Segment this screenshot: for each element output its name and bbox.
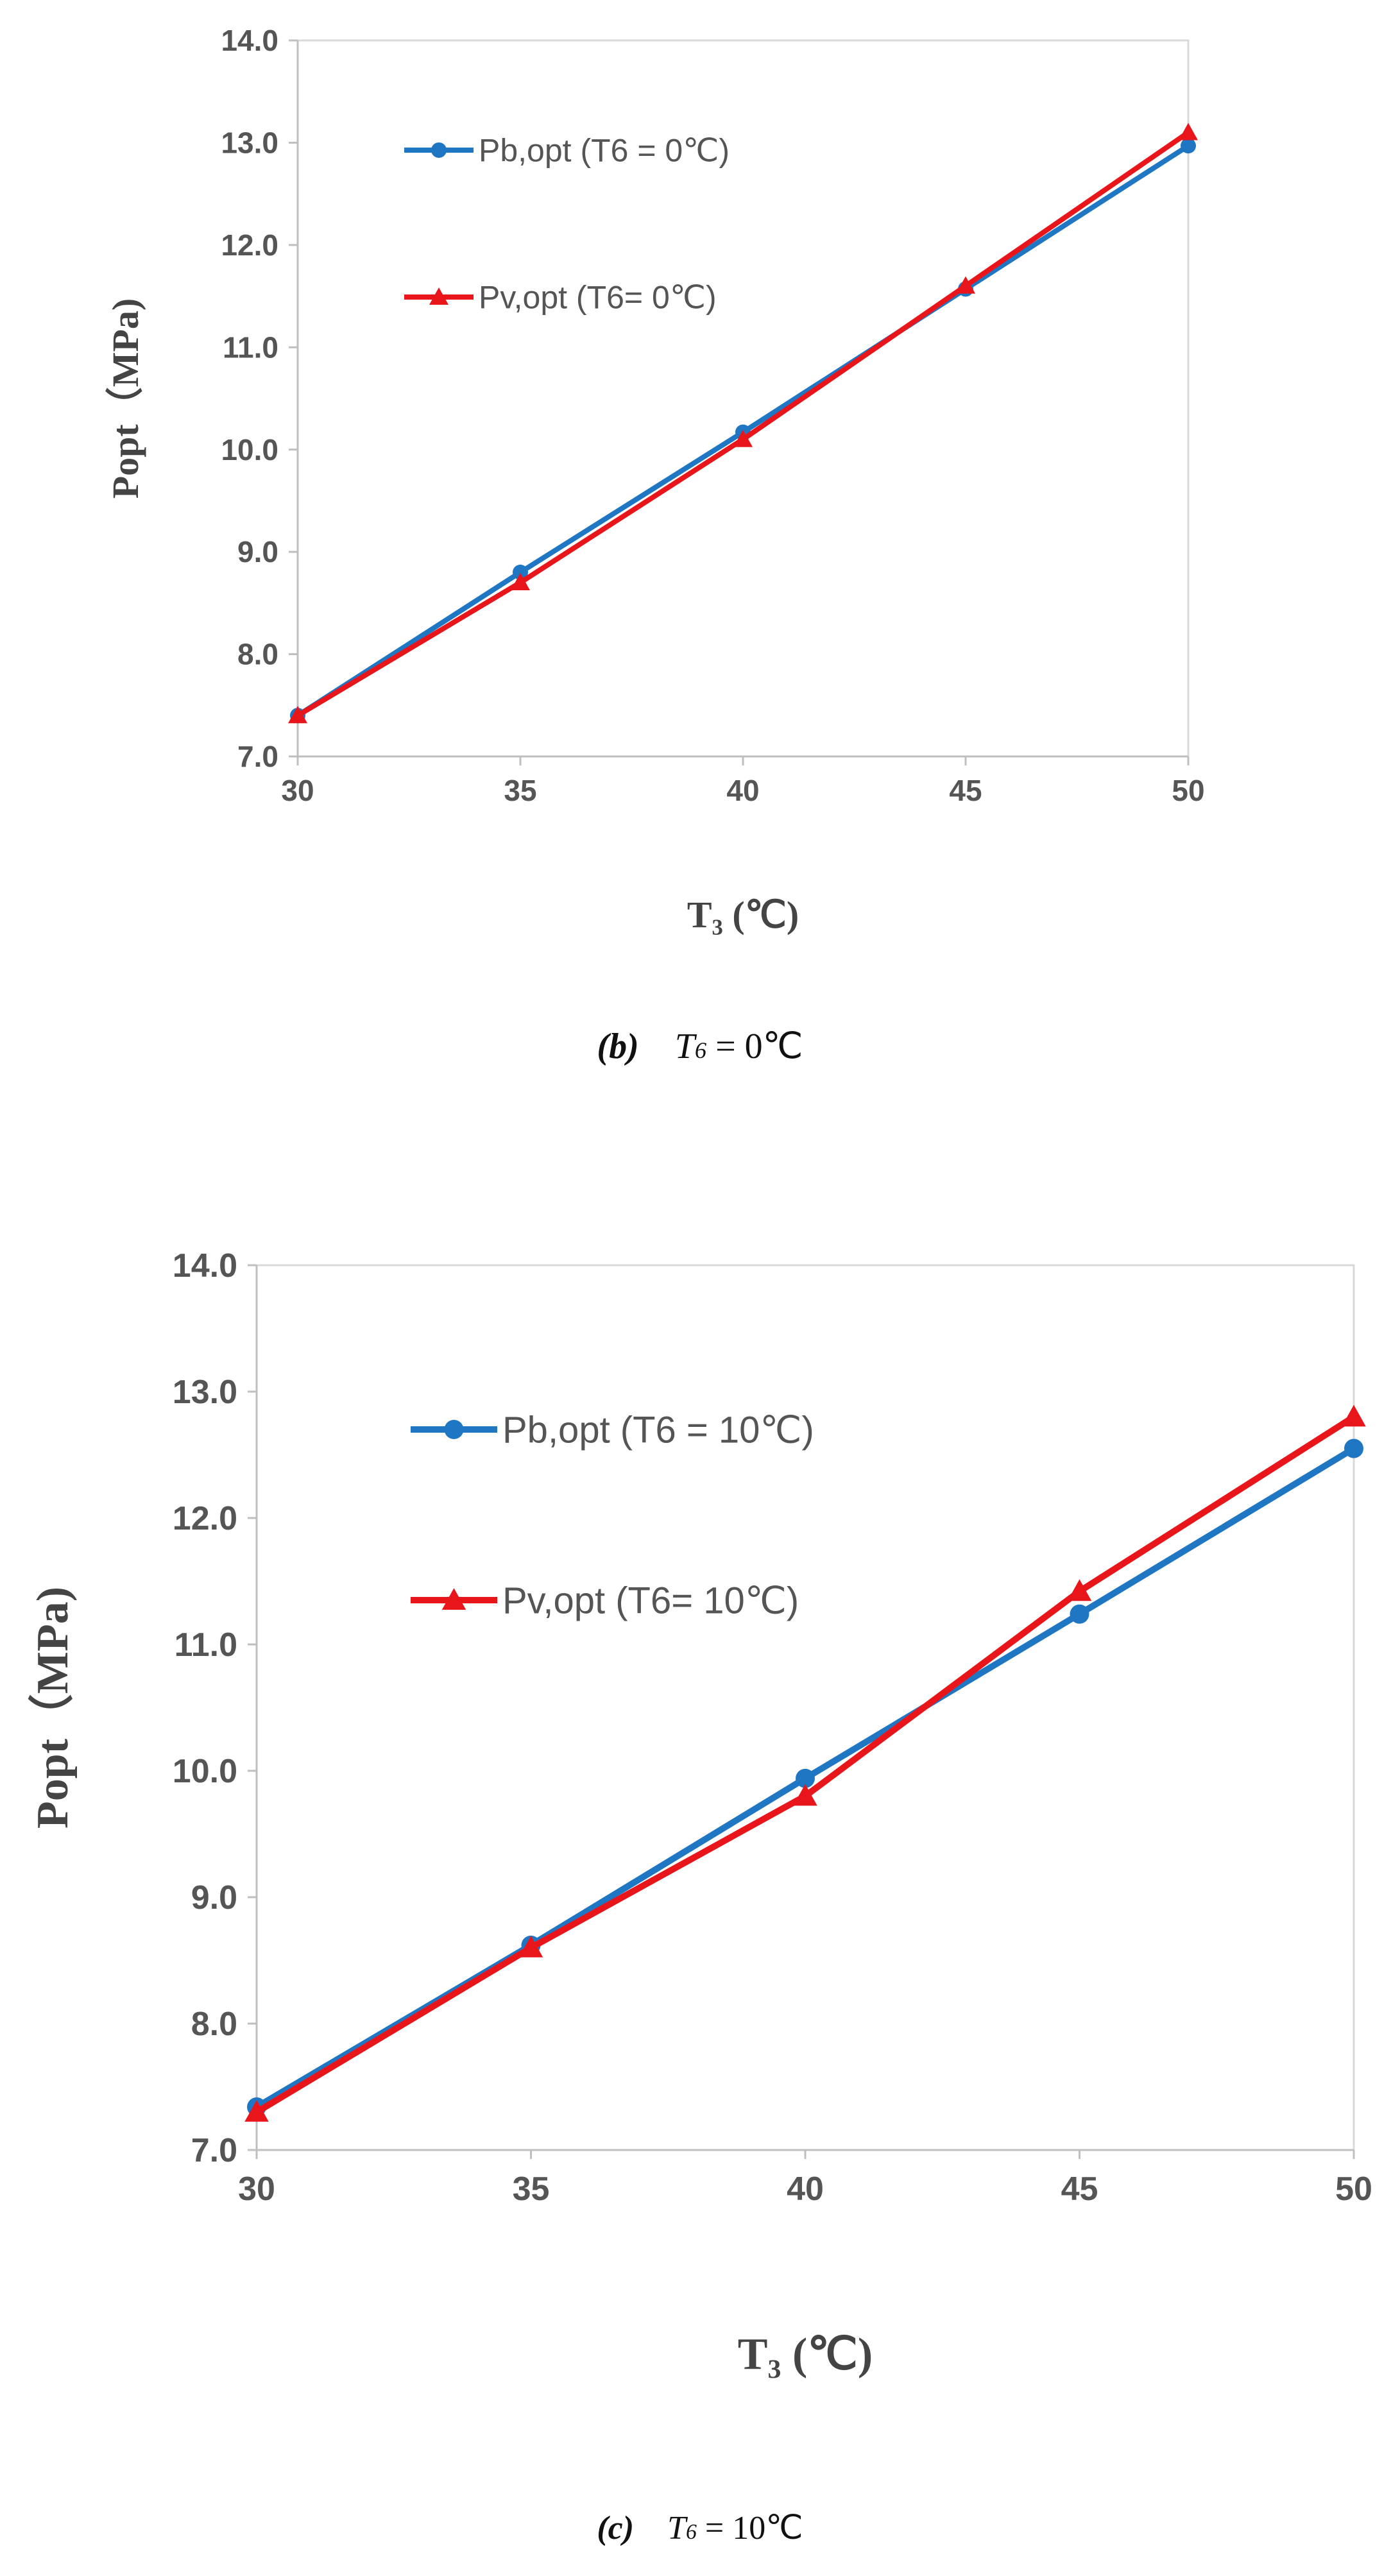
chart-c-y-tick-label: 11.0 [175,1626,237,1664]
chart-c-legend-1-marker [444,1420,464,1439]
chart-c-x-tick-label: 35 [513,2171,550,2208]
chart-b-plot: 7.0 8.0 9.0 10.0 11.0 12.0 13.0 14.0 30 35 40 45 50 T… [105,24,1205,935]
chart-b-series-1-point [513,565,528,581]
chart-c-legend-1-label: Pb,opt (T6 = 10℃) [502,1409,814,1451]
chart-b-x-tick-label: 30 [281,774,314,807]
chart-c-series-2-point [1342,1404,1366,1427]
chart-b-y-tick-label: 11.0 [223,330,278,364]
chart-c-series-1-point [1070,1604,1089,1624]
chart-c-y-tick-label: 12.0 [173,1500,237,1537]
chart-c-y-tick-label: 10.0 [173,1753,237,1790]
chart-c-y-tick-label: 13.0 [173,1374,237,1411]
caption-b-value: = 0℃ [706,1027,803,1066]
chart-b-y-tick-label: 13.0 [221,126,278,160]
chart-b-y-tick-label: 9.0 [237,535,278,568]
chart-b-series-2-point [956,276,975,294]
chart-b-x-tick-label: 45 [949,774,982,807]
chart-c-x-tick-label: 40 [787,2171,824,2208]
chart-c-series-2-point [1067,1579,1092,1601]
chart-b-y-axis-label: Popt（MPa) [105,298,146,499]
chart-b: 7.0 8.0 9.0 10.0 11.0 12.0 13.0 14.0 30 35 40 45 50 T… [0,0,1400,1001]
caption-c-tag: (c) [597,2510,635,2546]
chart-c-y-tick-label: 8.0 [191,2006,237,2043]
chart-b-y-tick-label: 8.0 [237,638,278,671]
chart-b-series-2-point [288,706,307,724]
chart-c-series-1-point [1344,1438,1363,1458]
chart-b-x-tick-label: 40 [726,774,759,807]
caption-b: (b) T6 = 0℃ [0,1025,1400,1067]
chart-c-plot: 7.0 8.0 9.0 10.0 11.0 12.0 13.0 14.0 30 35 40 45 50 T… [28,1247,1372,2379]
chart-b-legend-1-marker [431,142,447,158]
chart-c: 7.0 8.0 9.0 10.0 11.0 12.0 13.0 14.0 30 35 40 45 50 T… [0,1174,1400,2432]
chart-c-y-axis-label: Popt（MPa) [28,1587,78,1829]
chart-b-y-tick-label: 14.0 [221,24,278,57]
chart-b-legend-1-label: Pb,opt (T6 = 0℃) [479,133,730,169]
chart-b-legend-2-label: Pv,opt (T6= 0℃) [479,280,717,316]
chart-c-x-tick-label: 45 [1061,2171,1098,2208]
chart-c-plot-frame [255,1264,1355,2151]
chart-c-x-tick-label: 30 [238,2171,275,2208]
caption-c-equation: T6 [667,2510,697,2546]
chart-b-series-1-point [1181,138,1196,154]
chart-b-series-2-point [733,429,753,447]
chart-b-legend-2-marker [429,287,448,305]
chart-b-y-tick-label: 10.0 [221,433,278,466]
chart-c-legend-2-label: Pv,opt (T6= 10℃) [502,1580,799,1621]
chart-b-series-2-point [511,572,530,590]
chart-c-series-2-point [518,1936,543,1958]
chart-c-series-2-point [244,2100,269,2122]
caption-c: (c) T6 = 10℃ [0,2509,1400,2547]
caption-c-value: = 10℃ [696,2510,803,2546]
chart-c-y-tick-label: 14.0 [173,1247,237,1284]
chart-c-y-tick-label: 9.0 [191,1879,237,1916]
chart-c-y-tick-label: 7.0 [191,2132,237,2169]
chart-b-y-tick-label: 12.0 [221,228,278,262]
chart-c-legend-2-marker [441,1588,466,1610]
chart-b-x-tick-label: 35 [504,774,536,807]
chart-c-x-tick-label: 50 [1335,2171,1372,2208]
chart-b-x-axis-label: T₃ (℃) [687,894,799,935]
chart-b-x-tick-label: 50 [1172,774,1204,807]
chart-b-series-2-point [1179,123,1198,141]
chart-c-series-1-point [796,1768,815,1788]
caption-b-equation: T6 [674,1027,707,1066]
chart-b-y-tick-label: 7.0 [237,740,278,773]
chart-c-x-axis-label: T₃ (℃) [738,2330,873,2379]
chart-c-series-2-point [793,1784,817,1806]
caption-b-tag: (b) [597,1027,639,1066]
